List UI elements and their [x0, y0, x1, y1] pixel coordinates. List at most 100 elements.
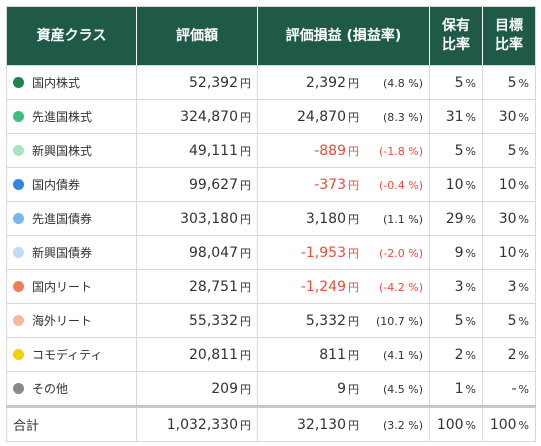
target-ratio-cell: 30%: [482, 99, 536, 134]
target-ratio-cell: 3%: [482, 269, 536, 304]
holding-ratio-value: 9: [454, 244, 464, 261]
asset-class: 先進国株式: [13, 108, 130, 125]
table-row: 国内債券 99,627 円 -373 円 (-0.4 %) 10% 10%: [6, 167, 536, 202]
legend-dot-icon: [13, 145, 24, 156]
asset-class-cell: 国内リート: [6, 269, 137, 304]
legend-dot-icon: [13, 281, 24, 292]
yen-unit: 円: [348, 178, 359, 192]
asset-class: 海外リート: [13, 312, 130, 329]
asset-class: 先進国債券: [13, 210, 130, 227]
target-ratio-value: 3: [507, 278, 517, 295]
percent-unit: %: [518, 314, 529, 328]
holding-ratio-value: 1: [454, 380, 464, 397]
gain-rate: (-1.8 %): [379, 144, 423, 158]
valuation-cell: 99,627 円: [136, 167, 258, 202]
asset-class-label: 海外リート: [32, 314, 93, 328]
asset-class-cell: 新興国株式: [6, 133, 137, 168]
total-target-ratio-value: 100: [489, 416, 517, 433]
valuation-value: 28,751: [189, 278, 238, 295]
yen-unit: 円: [348, 76, 359, 90]
yen-unit: 円: [240, 246, 251, 260]
percent-unit: %: [518, 382, 529, 396]
valuation-value: 99,627: [189, 176, 238, 193]
gain-cell: -373 円 (-0.4 %): [257, 167, 430, 202]
gain-cell: 9 円 (4.5 %): [257, 371, 430, 407]
yen-unit: 円: [240, 144, 251, 158]
asset-class: 国内リート: [13, 278, 130, 295]
yen-unit: 円: [240, 382, 251, 396]
gain-rate: (4.5 %): [382, 382, 423, 396]
gain-amount: -373: [314, 176, 346, 193]
asset-class-cell: 新興国債券: [6, 235, 137, 270]
yen-unit: 円: [240, 348, 251, 362]
asset-class-label: 国内リート: [32, 280, 93, 294]
holding-ratio-cell: 31%: [429, 99, 483, 134]
percent-unit: %: [465, 178, 476, 192]
yen-unit: 円: [348, 314, 359, 328]
asset-class: その他: [13, 380, 130, 397]
holding-ratio-value: 5: [454, 312, 464, 329]
gain-rate: (4.8 %): [382, 76, 423, 90]
legend-dot-icon: [13, 247, 24, 258]
gain-rate: (-0.4 %): [379, 178, 423, 192]
asset-class-label: 先進国債券: [32, 212, 93, 226]
yen-unit: 円: [240, 314, 251, 328]
table-row: 先進国株式 324,870 円 24,870 円 (8.3 %) 31% 30%: [6, 99, 536, 134]
valuation-cell: 52,392 円: [136, 65, 258, 100]
holding-ratio-cell: 5%: [429, 65, 483, 100]
target-ratio-cell: 5%: [482, 65, 536, 100]
holding-ratio-cell: 5%: [429, 133, 483, 168]
asset-allocation-table-container: 資産クラス 評価額 評価損益 (損益率) 保有 比率 目標 比率 国内株式 52,…: [6, 6, 536, 442]
total-row: 合計 1,032,330 円 32,130 円 (3.2 %) 100% 100%: [6, 405, 536, 442]
gain-rate: (1.1 %): [382, 212, 423, 226]
percent-unit: %: [465, 76, 476, 90]
gain-cell: 3,180 円 (1.1 %): [257, 201, 430, 236]
target-ratio-value: 30: [498, 210, 517, 227]
valuation-cell: 98,047 円: [136, 235, 258, 270]
asset-class-label: 新興国株式: [32, 144, 93, 158]
yen-unit: 円: [240, 212, 251, 226]
yen-unit: 円: [240, 178, 251, 192]
target-ratio-cell: -%: [482, 371, 536, 407]
holding-ratio-cell: 5%: [429, 303, 483, 338]
target-ratio-value: -: [511, 380, 517, 397]
gain-amount: 9: [337, 380, 346, 397]
holding-ratio-cell: 10%: [429, 167, 483, 202]
table-row: 海外リート 55,332 円 5,332 円 (10.7 %) 5% 5%: [6, 303, 536, 338]
legend-dot-icon: [13, 349, 24, 360]
header-valuation: 評価額: [136, 6, 258, 66]
yen-unit: 円: [348, 212, 359, 226]
percent-unit: %: [465, 144, 476, 158]
gain-cell: 5,332 円 (10.7 %): [257, 303, 430, 338]
valuation-value: 98,047: [189, 244, 238, 261]
yen-unit: 円: [348, 246, 359, 260]
asset-class: 国内株式: [13, 74, 130, 91]
target-ratio-cell: 2%: [482, 337, 536, 372]
asset-class-label: 新興国債券: [32, 246, 93, 260]
header-holding-ratio: 保有 比率: [429, 6, 483, 66]
gain-value: 24,870 円: [297, 109, 359, 125]
legend-dot-icon: [13, 77, 24, 88]
header-asset-class: 資産クラス: [6, 6, 137, 66]
header-target-ratio: 目標 比率: [482, 6, 536, 66]
valuation-value: 20,811: [189, 346, 238, 363]
asset-class: 新興国株式: [13, 142, 130, 159]
table-row: 新興国株式 49,111 円 -889 円 (-1.8 %) 5% 5%: [6, 133, 536, 168]
gain-rate: (4.1 %): [382, 348, 423, 362]
gain-rate: (10.7 %): [375, 314, 423, 328]
gain-rate: (8.3 %): [382, 110, 423, 124]
table-row: その他 209 円 9 円 (4.5 %) 1% -%: [6, 371, 536, 407]
yen-unit: 円: [240, 280, 251, 294]
total-valuation-cell: 1,032,330 円: [136, 405, 258, 442]
asset-class-cell: 先進国債券: [6, 201, 137, 236]
gain-amount: 3,180: [305, 210, 346, 227]
holding-ratio-cell: 29%: [429, 201, 483, 236]
asset-class: コモディティ: [13, 346, 130, 363]
holding-ratio-value: 29: [445, 210, 464, 227]
gain-value: 5,332 円: [306, 313, 359, 329]
total-gain-amount: 32,130: [297, 416, 346, 433]
percent-unit: %: [518, 246, 529, 260]
valuation-cell: 209 円: [136, 371, 258, 407]
percent-unit: %: [465, 246, 476, 260]
gain-amount: 811: [319, 346, 346, 363]
